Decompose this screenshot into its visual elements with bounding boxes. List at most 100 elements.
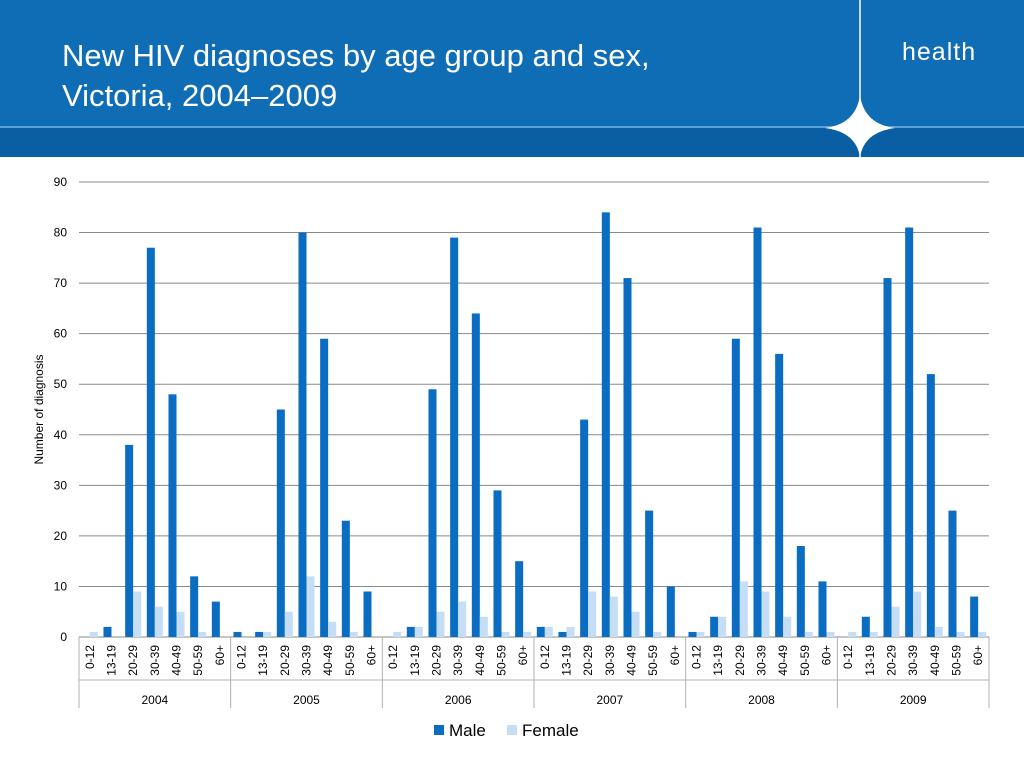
bar-male-2009-13-19 bbox=[861, 616, 870, 637]
bar-female-2009-20-29 bbox=[891, 606, 900, 637]
bar-male-2008-20-29 bbox=[731, 338, 740, 637]
x-tick-label: 60+ bbox=[516, 645, 530, 665]
x-tick-label: 0-12 bbox=[690, 645, 704, 669]
bar-male-2005-50-59 bbox=[341, 520, 350, 637]
bar-female-2008-13-19 bbox=[718, 616, 727, 637]
bar-male-2007-30-39 bbox=[601, 212, 610, 637]
y-tick-label: 30 bbox=[54, 478, 68, 492]
bar-female-2008-60+ bbox=[826, 631, 835, 637]
y-axis-title: Number of diagnosis bbox=[32, 354, 46, 464]
bar-male-2009-20-29 bbox=[883, 278, 892, 637]
bar-male-2006-50-59 bbox=[493, 490, 502, 637]
x-tick-label: 30-39 bbox=[300, 645, 314, 676]
bar-male-2008-30-39 bbox=[753, 227, 762, 637]
bar-female-2005-50-59 bbox=[349, 631, 358, 637]
x-tick-label: 50-59 bbox=[798, 645, 812, 676]
x-tick-label: 40-49 bbox=[928, 645, 942, 676]
banner-divider bbox=[0, 126, 1024, 128]
bar-female-2005-40-49 bbox=[328, 621, 337, 637]
legend-swatch-female bbox=[507, 725, 517, 735]
page-title: New HIV diagnoses by age group and sex, … bbox=[62, 36, 762, 116]
bar-male-2008-60+ bbox=[818, 581, 827, 637]
x-tick-label: 50-59 bbox=[495, 645, 509, 676]
bar-female-2008-20-29 bbox=[739, 581, 748, 637]
group-label: 2007 bbox=[596, 693, 623, 707]
bar-female-2008-50-59 bbox=[804, 631, 813, 637]
bar-female-2006-50-59 bbox=[501, 631, 510, 637]
bar-male-2004-30-39 bbox=[146, 247, 155, 637]
bar-female-2007-40-49 bbox=[631, 611, 640, 637]
x-tick-label: 13-19 bbox=[256, 645, 270, 676]
bar-female-2009-0-12 bbox=[848, 631, 857, 637]
x-tick-label: 13-19 bbox=[560, 645, 574, 676]
bar-female-2006-30-39 bbox=[458, 601, 467, 637]
x-tick-label: 30-39 bbox=[451, 645, 465, 676]
x-tick-label: 40-49 bbox=[473, 645, 487, 676]
y-tick-label: 50 bbox=[54, 377, 68, 391]
x-tick-label: 20-29 bbox=[430, 645, 444, 676]
y-tick-label: 40 bbox=[54, 428, 68, 442]
star-decoration bbox=[825, 0, 895, 157]
x-tick-label: 40-49 bbox=[170, 645, 184, 676]
legend-swatch-male bbox=[434, 725, 444, 735]
bar-male-2004-20-29 bbox=[125, 444, 134, 637]
bar-female-2007-13-19 bbox=[566, 626, 575, 637]
x-tick-label: 50-59 bbox=[191, 645, 205, 676]
bar-female-2004-20-29 bbox=[133, 591, 142, 637]
x-tick-label: 30-39 bbox=[755, 645, 769, 676]
x-tick-label: 13-19 bbox=[711, 645, 725, 676]
bar-male-2005-0-12 bbox=[233, 631, 242, 637]
group-label: 2008 bbox=[748, 693, 775, 707]
bar-male-2005-60+ bbox=[363, 591, 372, 637]
bar-male-2007-60+ bbox=[666, 586, 675, 637]
x-tick-label: 13-19 bbox=[863, 645, 877, 676]
bar-male-2007-20-29 bbox=[580, 419, 589, 637]
bar-female-2009-40-49 bbox=[934, 626, 943, 637]
bar-female-2006-60+ bbox=[523, 631, 532, 637]
bar-female-2006-0-12 bbox=[393, 631, 402, 637]
x-tick-label: 40-49 bbox=[776, 645, 790, 676]
bar-female-2006-13-19 bbox=[414, 626, 423, 637]
x-tick-label: 60+ bbox=[668, 645, 682, 665]
bar-female-2004-50-59 bbox=[198, 631, 207, 637]
y-tick-label: 80 bbox=[54, 226, 68, 240]
x-tick-label: 40-49 bbox=[321, 645, 335, 676]
x-tick-label: 0-12 bbox=[841, 645, 855, 669]
bar-female-2007-20-29 bbox=[588, 591, 597, 637]
bar-male-2008-13-19 bbox=[710, 616, 719, 637]
bar-female-2004-30-39 bbox=[154, 606, 163, 637]
bar-male-2006-30-39 bbox=[450, 237, 459, 638]
bar-female-2006-40-49 bbox=[479, 616, 488, 637]
group-label: 2004 bbox=[141, 693, 168, 707]
bar-female-2009-13-19 bbox=[869, 631, 878, 637]
bar-female-2009-30-39 bbox=[913, 591, 922, 637]
bar-male-2008-40-49 bbox=[775, 353, 784, 637]
x-tick-label: 60+ bbox=[365, 645, 379, 665]
y-tick-label: 20 bbox=[54, 529, 68, 543]
bar-male-2007-13-19 bbox=[558, 631, 567, 637]
bar-male-2009-50-59 bbox=[948, 510, 957, 637]
bar-female-2007-50-59 bbox=[653, 631, 662, 637]
x-tick-label: 13-19 bbox=[408, 645, 422, 676]
x-tick-label: 60+ bbox=[820, 645, 834, 665]
bar-male-2007-0-12 bbox=[536, 626, 545, 637]
bar-male-2006-40-49 bbox=[471, 313, 480, 637]
x-tick-label: 60+ bbox=[213, 645, 227, 665]
bar-female-2008-40-49 bbox=[783, 616, 792, 637]
bar-male-2007-40-49 bbox=[623, 278, 632, 637]
group-label: 2009 bbox=[900, 693, 927, 707]
y-tick-label: 60 bbox=[54, 327, 68, 341]
bar-male-2005-20-29 bbox=[276, 409, 285, 637]
bar-female-2008-0-12 bbox=[696, 631, 705, 637]
y-tick-label: 0 bbox=[60, 630, 67, 644]
bar-female-2005-30-39 bbox=[306, 576, 315, 637]
bar-male-2006-60+ bbox=[515, 561, 524, 637]
bar-male-2007-50-59 bbox=[645, 510, 654, 637]
bar-male-2008-50-59 bbox=[796, 546, 805, 637]
bar-female-2009-60+ bbox=[978, 631, 987, 637]
bar-male-2005-30-39 bbox=[298, 232, 307, 637]
bar-male-2006-20-29 bbox=[428, 389, 437, 637]
x-tick-label: 20-29 bbox=[733, 645, 747, 676]
x-tick-label: 0-12 bbox=[538, 645, 552, 669]
bar-female-2004-40-49 bbox=[176, 611, 185, 637]
